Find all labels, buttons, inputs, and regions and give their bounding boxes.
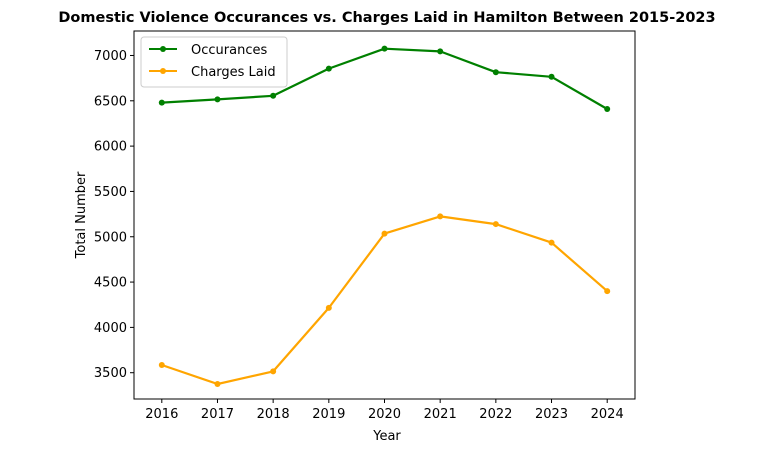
- x-tick-label: 2023: [535, 407, 568, 422]
- y-tick-label: 5500: [94, 185, 127, 200]
- data-point-charges-laid: [437, 213, 444, 220]
- data-point-occurances: [604, 105, 611, 112]
- x-tick-label: 2017: [201, 407, 234, 422]
- data-point-occurances: [437, 48, 444, 55]
- legend-marker-occurances: [160, 46, 166, 52]
- data-point-charges-laid: [381, 230, 388, 237]
- legend: Occurances Charges Laid: [140, 36, 288, 88]
- y-tick-label: 5000: [94, 230, 127, 245]
- data-point-charges-laid: [158, 362, 165, 369]
- legend-box: [140, 36, 288, 88]
- plot-series: [158, 45, 611, 388]
- data-point-occurances: [492, 69, 499, 76]
- data-point-charges-laid: [214, 381, 221, 388]
- x-tick-label: 2016: [145, 407, 178, 422]
- data-point-occurances: [214, 96, 221, 103]
- data-point-charges-laid: [325, 304, 332, 311]
- data-point-charges-laid: [270, 368, 277, 375]
- data-point-charges-laid: [604, 288, 611, 295]
- y-axis-label: Total Number: [74, 171, 89, 259]
- legend-label-occurances: Occurances: [191, 43, 267, 58]
- x-tick-label: 2021: [424, 407, 457, 422]
- data-point-occurances: [381, 45, 388, 52]
- legend-marker-charges-laid: [160, 68, 166, 74]
- legend-label-charges-laid: Charges Laid: [191, 65, 276, 80]
- y-tick-label: 6000: [94, 140, 127, 155]
- series-line-charges-laid: [161, 215, 608, 386]
- y-tick-label: 6500: [94, 94, 127, 109]
- y-tick-label: 3500: [94, 366, 127, 381]
- data-point-occurances: [270, 92, 277, 99]
- y-axis: 3500 4000 4500 5000 5500 6000 6500 7000: [94, 49, 134, 381]
- x-axis-label: Year: [372, 429, 401, 444]
- x-tick-label: 2019: [312, 407, 345, 422]
- y-tick-label: 4500: [94, 276, 127, 291]
- x-axis: 2016 2017 2018 2019 2020 2021 2022 2023 2024: [145, 399, 624, 422]
- y-tick-label: 7000: [94, 49, 127, 64]
- y-tick-label: 4000: [94, 321, 127, 336]
- data-point-occurances: [325, 65, 332, 72]
- data-point-charges-laid: [548, 239, 555, 246]
- x-tick-label: 2020: [368, 407, 401, 422]
- plot-frame: [133, 30, 636, 400]
- x-tick-label: 2018: [257, 407, 290, 422]
- x-tick-label: 2022: [479, 407, 512, 422]
- data-point-charges-laid: [492, 221, 499, 228]
- x-tick-label: 2024: [591, 407, 624, 422]
- chart-title: Domestic Violence Occurances vs. Charges…: [58, 10, 715, 26]
- data-point-occurances: [548, 73, 555, 80]
- data-point-occurances: [158, 99, 165, 106]
